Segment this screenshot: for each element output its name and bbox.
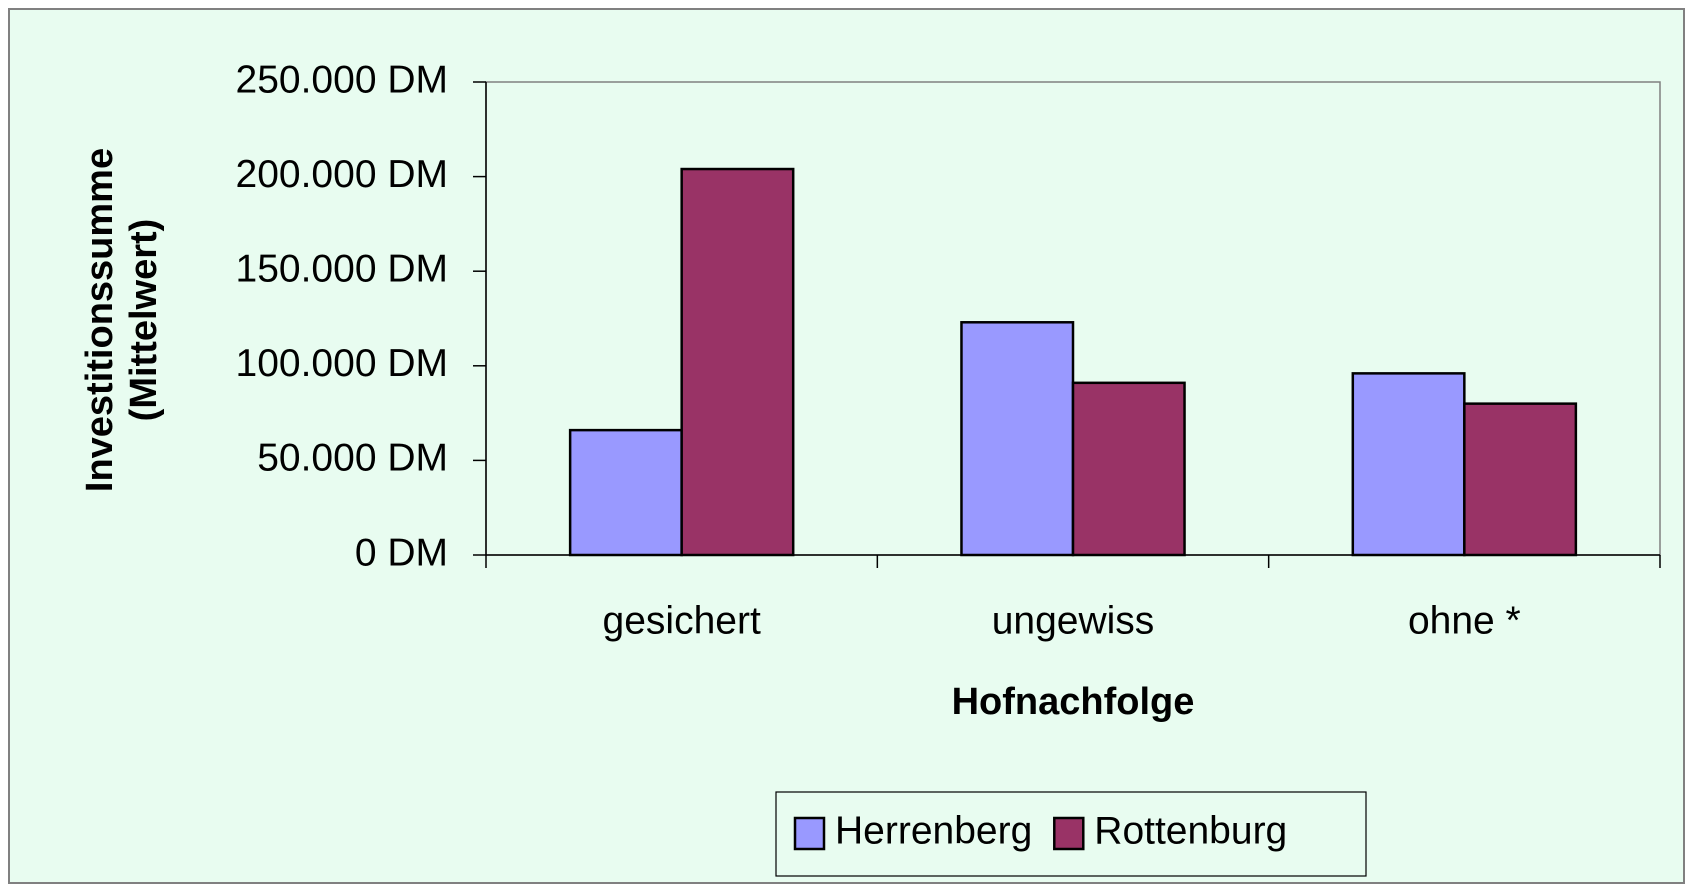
y-axis-title-line: Investitionssumme (79, 148, 121, 492)
bar (1351, 372, 1466, 557)
bar (1071, 381, 1186, 557)
legend: Herrenberg Rottenburg (775, 791, 1367, 877)
legend-label: Rottenburg (1094, 809, 1287, 852)
legend-label: Herrenberg (835, 809, 1032, 852)
bar (680, 167, 795, 557)
bar (568, 428, 683, 557)
y-tick-label: 100.000 DM (236, 342, 448, 385)
y-axis-title-line: (Mittelwert) (123, 219, 165, 422)
y-tick-label: 50.000 DM (257, 437, 448, 480)
x-tick-label: ungewiss (992, 599, 1155, 642)
bar (960, 321, 1075, 557)
legend-swatch (1053, 816, 1085, 851)
legend-swatch (793, 816, 826, 851)
x-axis-title: Hofnachfolge (952, 681, 1195, 723)
y-tick-label: 200.000 DM (236, 153, 448, 196)
y-tick-label: 250.000 DM (236, 58, 448, 101)
y-axis-title: Investitionssumme (Mittelwert) (79, 148, 165, 492)
y-tick-label: 0 DM (355, 531, 448, 574)
bar (1463, 402, 1578, 557)
x-tick-label: gesichert (603, 599, 761, 642)
x-tick-label: ohne * (1408, 599, 1521, 642)
y-tick-label: 150.000 DM (236, 247, 448, 290)
